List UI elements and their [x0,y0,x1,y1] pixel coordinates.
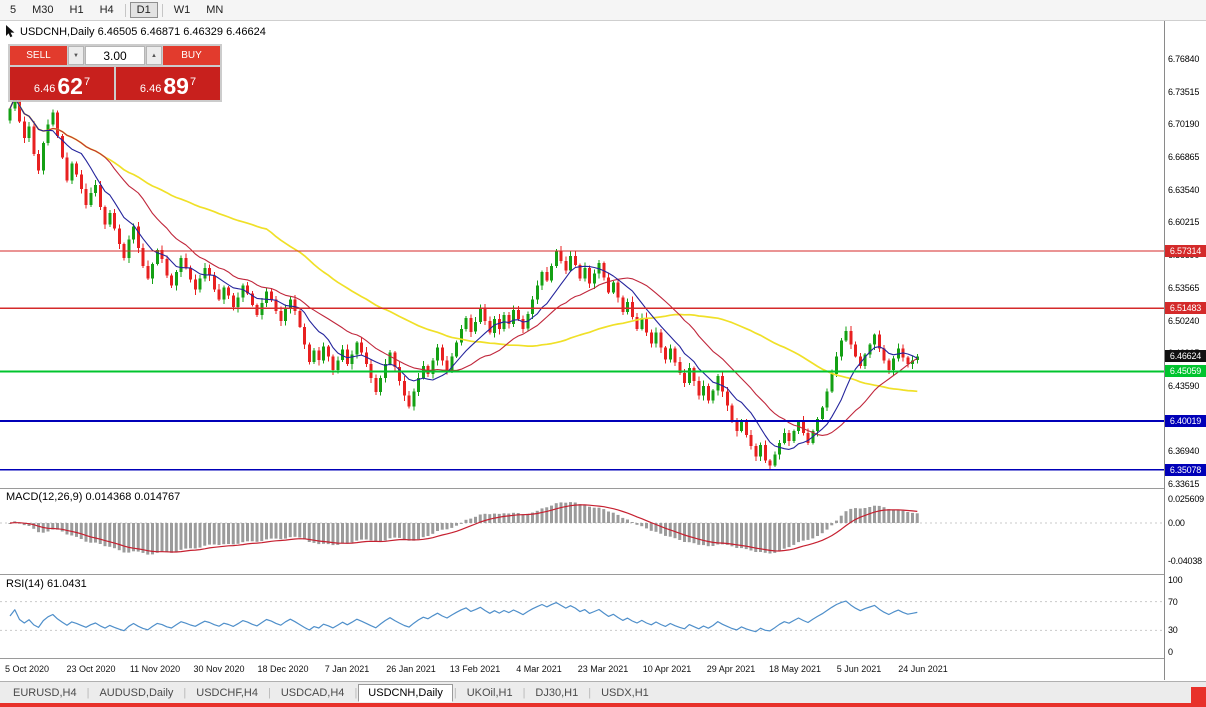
buy-button[interactable]: BUY [163,46,220,65]
price-axis-tick: 6.70190 [1168,119,1200,130]
tab-usdx-h1[interactable]: USDX,H1 [601,686,649,699]
tab-usdchf-h4[interactable]: USDCHF,H4 [196,686,258,699]
current-price-badge: 6.46624 [1165,350,1206,363]
price-axis-tick: 6.50240 [1168,315,1200,326]
price-axis-tick: 6.73515 [1168,86,1200,97]
level-lines [0,250,1164,471]
symbol-ohlc-text: USDCNH,Daily 6.46505 6.46871 6.46329 6.4… [20,25,266,38]
macd-plot [0,502,1164,555]
time-axis[interactable]: 5 Oct 2020 23 Oct 2020 11 Nov 2020 30 Nov 2… [0,659,1164,680]
timeframe-w1[interactable]: W1 [173,4,191,16]
tab-separator: | [86,686,90,699]
tab-separator: | [453,686,457,699]
cursor-icon [6,25,15,38]
timeframe-mn[interactable]: MN [206,4,224,16]
volume-decrease-icon[interactable]: ▼ [68,46,84,65]
sell-button[interactable]: SELL [10,46,67,65]
price-axis-tick: 6.63540 [1168,184,1200,195]
sell-price-prefix: 6.46 [33,83,56,95]
separator-rsi-timeaxis [0,658,1206,659]
level-price-badge: 6.35078 [1165,463,1206,476]
moving-averages [9,96,918,450]
tab-dj30-h1[interactable]: DJ30,H1 [535,686,579,699]
rsi-axis-tick: 0 [1168,647,1173,657]
tab-usdcnh-daily[interactable]: USDCNH,Daily [358,683,453,702]
one-click-trade-panel: SELL ▼ ▲ BUY 6.46 62 7 6.46 89 7 [8,44,222,102]
time-axis-label: 29 Apr 2021 [706,664,756,674]
tab-separator: | [354,686,358,699]
timeframe-d1[interactable]: D1 [129,2,158,18]
timeframe-m30[interactable]: M30 [32,4,54,16]
candlestick-chart-canvas[interactable] [0,0,1164,707]
tab-eurusd-h4[interactable]: EURUSD,H4 [13,686,77,699]
time-axis-label: 5 Oct 2020 [4,664,50,674]
time-axis-label: 18 Dec 2020 [257,664,309,674]
time-axis-label: 24 Jun 2021 [898,664,948,674]
price-axis-tick: 6.76840 [1168,54,1200,64]
tab-separator: | [268,686,271,699]
sell-price-sup: 7 [83,76,91,88]
price-axis-tick: 6.33615 [1168,478,1200,489]
rsi-axis-tick: 100 [1168,575,1183,585]
time-axis-label: 30 Nov 2020 [193,664,245,674]
toolbar-separator [161,3,163,17]
macd-axis-tick: 0.00 [1168,518,1185,528]
macd-axis-tick: 0.025609 [1168,493,1204,504]
separator-macd-rsi [0,574,1206,575]
tab-ukoil-h1[interactable]: UKOil,H1 [466,686,513,699]
price-axis-tick: 6.53565 [1168,282,1200,293]
timeframe-5[interactable]: 5 [10,4,17,16]
tab-separator: | [588,686,592,699]
rsi-plot [0,600,1164,633]
rsi-axis-tick: 30 [1168,625,1178,636]
rsi-label: RSI(14) 61.0431 [6,578,87,590]
tab-separator: | [522,686,526,699]
buy-price-big: 89 [163,73,189,99]
time-axis-label: 5 Jun 2021 [836,664,882,674]
time-axis-label: 13 Feb 2021 [449,664,501,674]
tab-audusd-daily[interactable]: AUDUSD,Daily [99,686,174,699]
volume-input[interactable] [85,46,145,65]
taskbar-corner [1191,687,1206,707]
separator-main-macd [0,488,1206,489]
macd-label: MACD(12,26,9) 0.014368 0.014767 [6,491,181,503]
candles [8,81,919,470]
time-axis-label: 4 Mar 2021 [516,664,562,674]
chart-tabs-bar: EURUSD,H4 | AUDUSD,Daily | USDCHF,H4 | USDCAD,… [0,681,1206,703]
sell-price-big: 62 [57,73,83,99]
level-price-badge: 6.40019 [1165,415,1206,428]
macd-axis-tick: -0.04038 [1168,556,1202,567]
taskbar-strip [0,703,1206,707]
time-axis-label: 18 May 2021 [768,664,822,674]
buy-price-prefix: 6.46 [139,83,162,95]
toolbar-separator [124,3,126,17]
time-axis-label: 26 Jan 2021 [386,664,436,674]
tab-usdcad-h4[interactable]: USDCAD,H4 [280,686,345,699]
level-price-badge: 6.51483 [1165,302,1206,315]
time-axis-label: 23 Mar 2021 [577,664,629,674]
price-axis-tick: 6.60215 [1168,217,1200,228]
price-axis-tick: 6.36940 [1168,446,1200,457]
price-axis-tick: 6.66865 [1168,152,1200,163]
level-price-badge: 6.45059 [1165,365,1206,378]
buy-price-sup: 7 [189,76,197,88]
time-axis-label: 7 Jan 2021 [324,664,370,674]
timeframe-toolbar: 5 M30 H1 H4 D1 W1 MN [0,0,1206,21]
tab-separator: | [183,686,187,699]
time-axis-label: 23 Oct 2020 [66,664,116,674]
level-price-badge: 6.57314 [1165,244,1206,257]
price-axis[interactable]: 6.76840 6.73515 6.70190 6.66865 6.63540 6.602… [1164,21,1206,680]
sell-quote-button[interactable]: 6.46 62 7 [10,67,114,100]
rsi-axis-tick: 70 [1168,596,1178,607]
price-axis-tick: 6.43590 [1168,380,1200,391]
time-axis-label: 11 Nov 2020 [129,664,181,674]
time-axis-label: 10 Apr 2021 [642,664,692,674]
timeframe-h4[interactable]: H4 [99,4,114,16]
timeframe-h1[interactable]: H1 [69,4,84,16]
buy-quote-button[interactable]: 6.46 89 7 [116,67,220,100]
chart-symbol-ohlc: USDCNH,Daily 6.46505 6.46871 6.46329 6.4… [5,25,266,38]
volume-increase-icon[interactable]: ▲ [146,46,162,65]
